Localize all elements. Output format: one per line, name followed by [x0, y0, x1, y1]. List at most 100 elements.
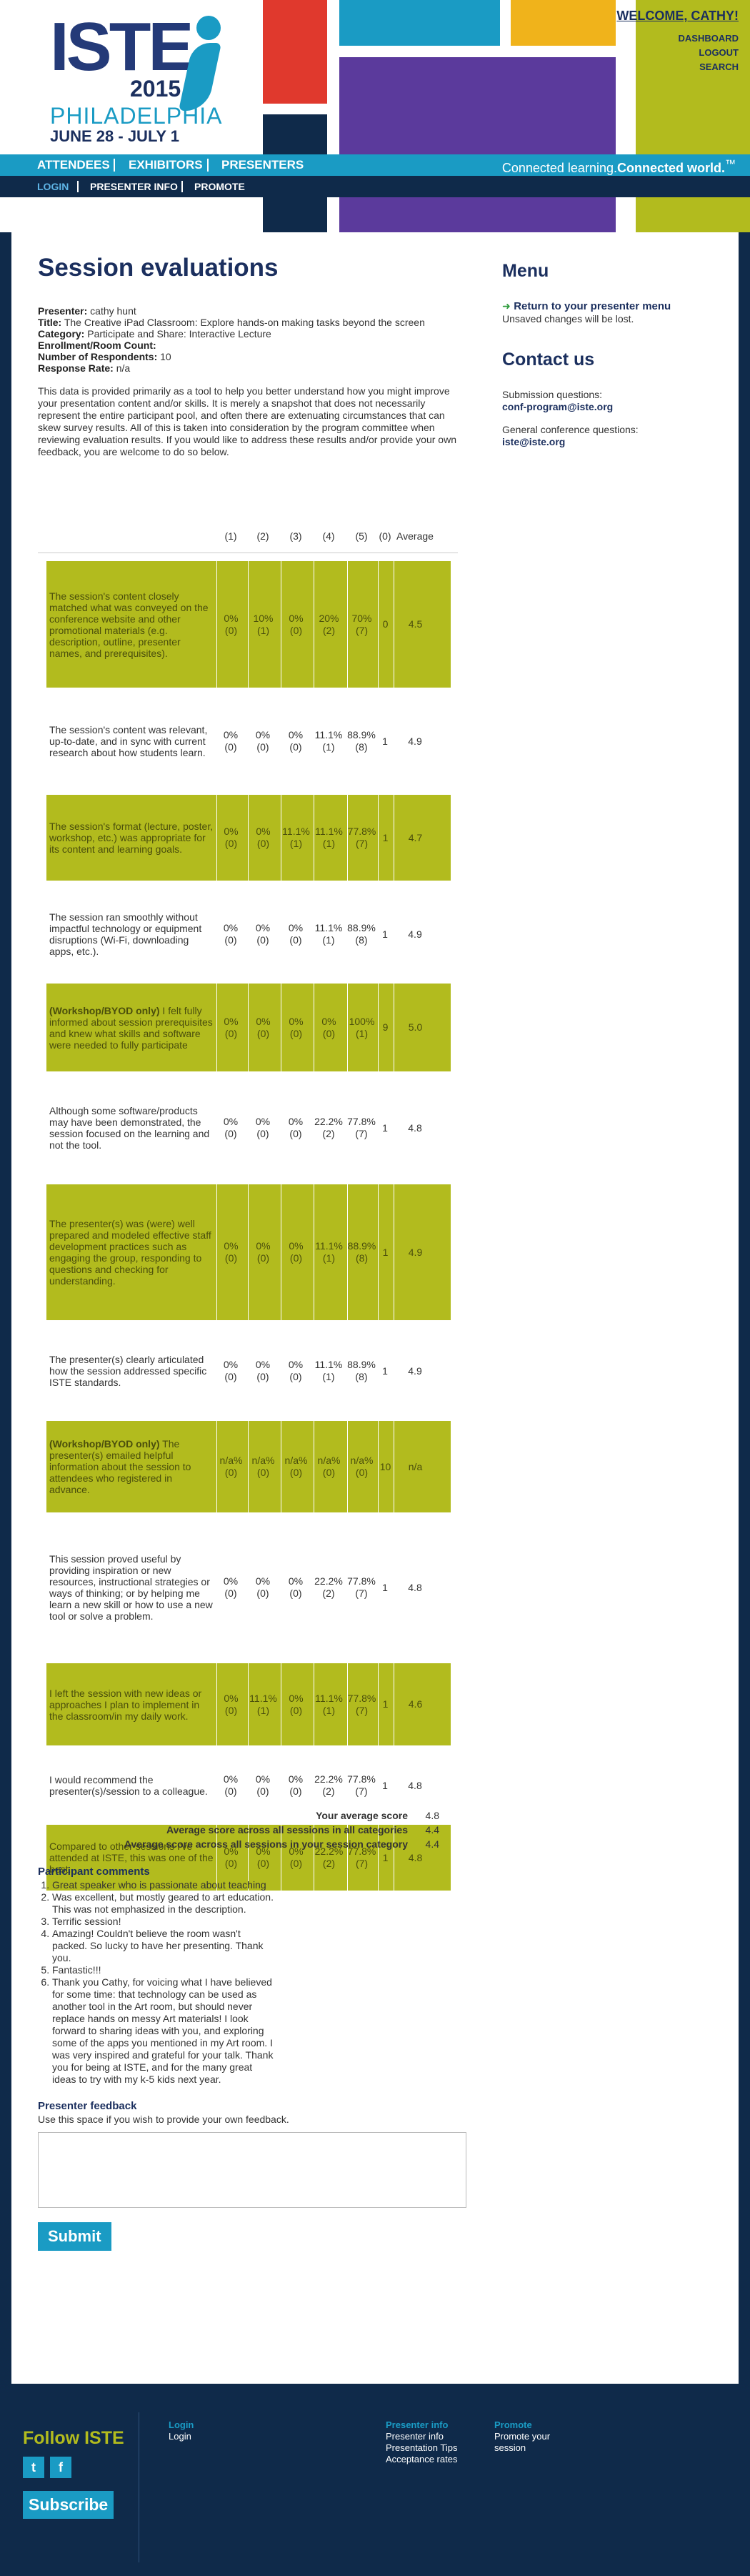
submit-button[interactable]: Submit	[38, 2222, 111, 2251]
no-answer-count: 1	[382, 735, 388, 747]
rating-values: 0% (0)	[224, 922, 238, 946]
logout-link[interactable]: LOGOUT	[699, 47, 739, 58]
rating-percent: 0%	[288, 1575, 304, 1587]
question-label: I left the session with new ideas or app…	[49, 1687, 202, 1722]
rating-count: (0)	[224, 1027, 238, 1039]
rating-percent: 77.8%	[347, 1773, 376, 1785]
rating-percent: 0%	[256, 1240, 271, 1252]
rating-cell: 77.8% (7)	[347, 1663, 376, 1745]
rating-percent: 100%	[349, 1015, 375, 1027]
meta-label: Category:	[38, 328, 85, 340]
question-body: The presenter(s) was (were) well prepare…	[49, 1218, 214, 1287]
rating-count: (1)	[322, 741, 335, 753]
rating-values: 88.9% (8)	[347, 922, 376, 946]
subscribe-button[interactable]: Subscribe	[23, 2491, 114, 2519]
rating-values: 11.1% (1)	[315, 729, 343, 753]
subnav-presenter-info[interactable]: PRESENTER INFO	[90, 181, 178, 192]
rating-count: (0)	[224, 1371, 237, 1382]
rating-cell: 0% (0)	[248, 1184, 278, 1320]
table-header: (1) (2) (3) (4) (5) (0) Average	[38, 529, 458, 546]
iste-2015-logo[interactable]: ISTE 2015 PHILADELPHIA JUNE 28 - JULY 1	[50, 13, 264, 152]
footer-col-title[interactable]: Promote	[494, 2419, 532, 2430]
rating-percent: 11.1%	[249, 1692, 277, 1704]
rating-count: (2)	[322, 1128, 335, 1139]
rating-cell: 0% (0)	[248, 891, 278, 977]
rating-cell: 0% (0)	[281, 891, 311, 977]
facebook-icon[interactable]: f	[50, 2457, 71, 2478]
nav-divider	[207, 159, 209, 172]
subnav-promote[interactable]: PROMOTE	[194, 181, 245, 192]
footer-link[interactable]: Promote your session	[494, 2431, 551, 2453]
rating-percent: 20%	[319, 612, 339, 624]
rating-percent: 0%	[255, 922, 271, 933]
rating-percent: 0%	[321, 1015, 336, 1027]
rating-count: (0)	[224, 1252, 238, 1264]
rating-percent: 11.1%	[315, 1692, 343, 1704]
footer-link[interactable]: Presenter info	[386, 2431, 444, 2442]
submission-email-link[interactable]: conf-program@iste.org	[502, 401, 614, 412]
general-email-link[interactable]: iste@iste.org	[502, 436, 566, 447]
footer-col-title[interactable]: Presenter info	[386, 2419, 449, 2430]
rating-percent: 11.1%	[314, 922, 343, 933]
rating-percent: 0%	[224, 612, 239, 624]
rating-values: 0% (0)	[289, 1116, 303, 1140]
table-row: I left the session with new ideas or app…	[46, 1663, 451, 1745]
average-score: 4.8	[408, 1581, 422, 1593]
search-link[interactable]: SEARCH	[699, 61, 739, 72]
rating-count: (7)	[355, 838, 369, 849]
rating-count: (0)	[224, 1128, 237, 1139]
rating-values: 0% (0)	[289, 1016, 303, 1040]
rating-percent: n/a%	[284, 1455, 308, 1466]
average-score: 4.9	[408, 928, 422, 940]
dashboard-link[interactable]: DASHBOARD	[678, 33, 739, 44]
rating-percent: 88.9%	[347, 1359, 376, 1370]
meta-label: Response Rate:	[38, 362, 114, 374]
column-header: (3)	[289, 530, 302, 542]
footer-link[interactable]: Acceptance rates	[386, 2454, 458, 2464]
rating-cell: 20% (2)	[314, 561, 344, 688]
twitter-icon[interactable]: t	[23, 2457, 44, 2478]
no-answer-count: 1	[378, 1825, 392, 1891]
rating-count: (7)	[355, 1704, 369, 1716]
meta-label: Enrollment/Room Count:	[38, 340, 156, 351]
rating-count: (8)	[355, 934, 368, 946]
table-row: The presenter(s) was (were) well prepare…	[46, 1184, 451, 1320]
rating-count: (0)	[256, 1587, 269, 1599]
footer-link[interactable]: Presentation Tips	[386, 2442, 458, 2453]
nav-presenters[interactable]: PRESENTERS	[221, 158, 304, 172]
question-label: I felt fully informed about session prer…	[49, 1004, 213, 1051]
rating-values: 0% (0)	[224, 1575, 238, 1600]
rating-count: (0)	[224, 1785, 237, 1797]
rating-values: 11.1% (1)	[315, 1359, 343, 1383]
question-label: I would recommend the presenter(s)/sessi…	[49, 1774, 208, 1797]
header-mosaic-purple	[339, 57, 616, 232]
rating-percent: 0%	[288, 1773, 304, 1785]
question-body: This session proved useful by providing …	[49, 1553, 214, 1622]
rating-count: (0)	[256, 838, 270, 849]
arrow-right-icon: ➜	[502, 300, 511, 312]
rating-values: 11.1% (1)	[315, 1240, 343, 1264]
footer-link[interactable]: Login	[169, 2431, 191, 2442]
question-text: The session's content was relevant, up-t…	[46, 696, 216, 786]
nav-exhibitors[interactable]: EXHIBITORS	[129, 158, 203, 172]
subnav-login[interactable]: LOGIN	[37, 181, 69, 192]
score-totals: Your average score 4.8 Average score acros…	[38, 1808, 458, 1851]
comment-item: Thank you Cathy, for voicing what I have…	[52, 1976, 274, 2086]
rating-cell: 0% (0)	[281, 1663, 311, 1745]
rating-percent: 0%	[288, 1359, 304, 1370]
rating-percent: 0%	[223, 1359, 239, 1370]
rating-values: 77.8% (7)	[347, 1773, 376, 1798]
return-to-presenter-menu-link[interactable]: Return to your presenter menu	[514, 300, 671, 312]
rating-cell: 11.1% (1)	[281, 795, 311, 881]
rating-values: 0% (0)	[256, 1359, 270, 1383]
footer-col-title[interactable]: Login	[169, 2419, 194, 2430]
meta-value: cathy hunt	[87, 305, 136, 317]
feedback-textarea[interactable]	[38, 2132, 466, 2208]
question-body: The presenter(s) clearly articulated how…	[49, 1354, 214, 1388]
meta-title: Title: The Creative iPad Classroom: Expl…	[38, 317, 458, 328]
meta-value: n/a	[113, 362, 131, 374]
question-label: The presenter(s) emailed helpful informa…	[49, 1438, 191, 1495]
nav-attendees[interactable]: ATTENDEES	[37, 158, 110, 172]
question-body: Compared to other sessions I've attended…	[49, 1841, 214, 1875]
welcome-link[interactable]: WELCOME, CATHY!	[616, 9, 739, 23]
